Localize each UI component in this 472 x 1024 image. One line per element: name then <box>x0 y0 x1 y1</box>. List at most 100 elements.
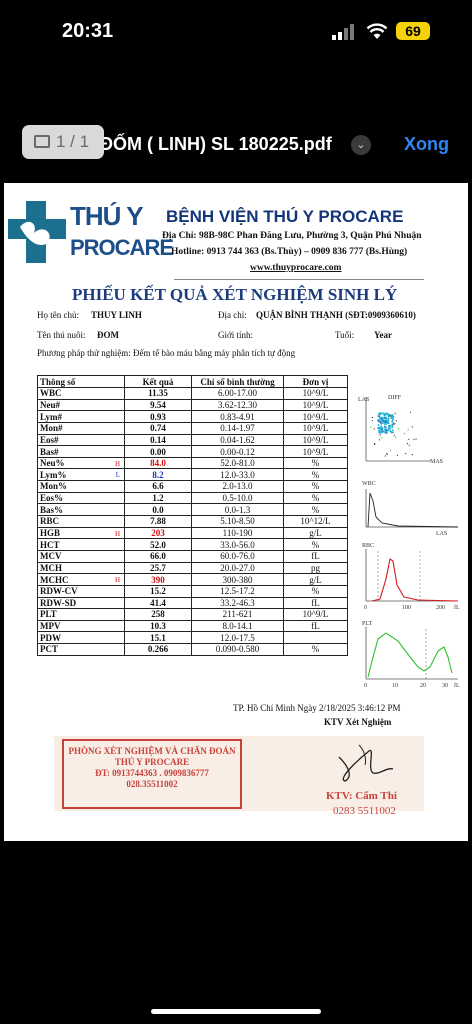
scatter-point <box>411 454 413 456</box>
page-count: 1 / 1 <box>56 132 90 151</box>
param-name: MCHC H <box>37 573 125 586</box>
scatter-point <box>369 426 372 428</box>
hospital-website: www.thuyprocare.com <box>250 263 342 273</box>
scatter-point <box>391 426 394 429</box>
result-value: 0.0 <box>124 503 192 517</box>
normal-range: 20.0-27.0 <box>191 561 284 575</box>
hospital-logo: THÚ Y PROCARE <box>8 197 174 267</box>
unit: 10^9/L <box>283 433 348 447</box>
unit: g/L <box>283 573 348 586</box>
plt-unit: fL <box>454 682 460 689</box>
result-value: 0.00 <box>124 445 192 458</box>
table-row: RDW-CV 15.2 12.5-17.2% <box>37 584 348 598</box>
scatter-point <box>371 416 373 419</box>
result-value: 0.266 <box>124 643 192 656</box>
table-row: MCH 25.7 20.0-27.0 pg <box>37 561 348 575</box>
param-name: Neu% H <box>37 456 125 470</box>
scatter-point <box>387 415 390 418</box>
normal-range: 0.0-1.3 <box>191 503 284 517</box>
scatter-point <box>381 430 384 433</box>
scatter-point <box>391 424 393 426</box>
rbc-tick-100: 100 <box>402 605 411 611</box>
scatter-point <box>391 417 394 420</box>
scatter-point <box>377 419 380 422</box>
owner-label: Họ tên chủ: <box>37 310 79 320</box>
sex-label: Giới tính: <box>218 330 254 340</box>
scatter-point <box>383 412 386 415</box>
unit: % <box>283 468 348 482</box>
scatter-point <box>387 417 390 420</box>
scatter-point <box>385 430 388 433</box>
scatter-point <box>410 411 412 413</box>
param-name: WBC <box>37 387 125 400</box>
scatter-point <box>379 421 381 423</box>
normal-range: 33.2-46.3 <box>191 596 284 610</box>
pet-value: ĐOM <box>97 330 119 340</box>
address-label: Địa chỉ: <box>218 310 247 320</box>
table-row: Lym% L 8.2 12.0-33.0% <box>37 468 348 482</box>
report-title: PHIẾU KẾT QUẢ XÉT NGHIỆM SINH LÝ <box>72 285 398 304</box>
table-row: Eos# 0.14 0.04-1.62 10^9/L <box>37 433 348 447</box>
scatter-point <box>384 425 386 427</box>
normal-range: 0.00-0.12 <box>191 445 284 458</box>
done-button[interactable]: Xong <box>404 134 449 154</box>
scatter-top-label: DIFF <box>388 395 402 401</box>
home-indicator[interactable] <box>151 1009 321 1014</box>
unit: fL <box>283 619 348 633</box>
document-title[interactable]: ĐỐM ( LINH) SL 180225.pdf <box>100 134 332 154</box>
diff-scatter-plot: LAS DIFF MAS <box>358 395 443 465</box>
clock: 20:31 <box>62 20 114 42</box>
scatter-point <box>405 452 407 455</box>
table-row: PLT 258 211-621 10^9/L <box>37 608 348 621</box>
technician-phone: 0283 5511002 <box>333 805 396 817</box>
param-name: Mon% <box>37 480 125 493</box>
param-name: Lym% L <box>37 468 125 482</box>
table-row: Eos% 1.2 0.5-10.0% <box>37 491 348 505</box>
table-row: RBC 7.88 5.10-8.50 10^12/L <box>37 515 348 528</box>
unit: % <box>283 503 348 517</box>
scatter-point <box>378 430 381 432</box>
plt-histogram: PLT 0 10 20 30 fL <box>362 621 460 689</box>
scatter-point <box>377 424 380 426</box>
scatter-point <box>379 412 382 414</box>
scatter-y-label: LAS <box>358 397 369 403</box>
result-value: 10.3 <box>124 619 192 633</box>
table-row: WBC 11.35 6.00-17.00 10^9/L <box>37 387 348 400</box>
normal-range: 0.5-10.0 <box>191 491 284 505</box>
scatter-point <box>415 438 417 440</box>
battery-icon: 69 <box>396 22 430 40</box>
table-row: MCHC H 390 300-380 g/L <box>37 573 348 586</box>
param-name: Bas# <box>37 445 125 458</box>
plt-tick-30: 30 <box>442 683 448 689</box>
chevron-down-icon[interactable]: ⌄ <box>351 135 371 155</box>
result-value: 41.4 <box>124 596 192 610</box>
param-name: Neu# <box>37 398 125 412</box>
scatter-point <box>407 429 409 431</box>
stamp-line-2: THÚ Y PROCARE <box>114 757 190 767</box>
scatter-point <box>381 437 383 439</box>
rbc-tick-200: 200 <box>436 605 445 611</box>
table-row: Neu% H 84.0 52.0-81.0% <box>37 456 348 470</box>
scatter-point <box>378 415 381 418</box>
table-row: Bas% 0.0 0.0-1.3% <box>37 503 348 517</box>
header-range: Chỉ số bình thường <box>191 375 284 388</box>
scatter-point <box>384 455 386 457</box>
scatter-point <box>389 430 392 433</box>
nav-bar: ĐỐM ( LINH) SL 180225.pdf ⌄ Xong <box>0 62 472 155</box>
result-value: 15.2 <box>124 584 192 598</box>
scatter-point <box>396 454 398 456</box>
lab-stamp: PHÒNG XÉT NGHIỆM VÀ CHẨN ĐOÁN THÚ Y PROC… <box>62 739 242 809</box>
unit: % <box>283 538 348 551</box>
param-name: HGB H <box>37 526 125 540</box>
date-line: TP. Hồ Chí Minh Ngày 2/18/2025 3:46:12 P… <box>233 703 401 713</box>
scatter-point <box>408 438 410 440</box>
param-name: RDW-SD <box>37 596 125 610</box>
method-text: Phương pháp thử nghiệm: Đếm tế bào máu b… <box>37 348 296 358</box>
scatter-point <box>411 426 413 428</box>
flag-marker: H <box>114 529 120 538</box>
page-indicator[interactable]: 1 / 1 <box>22 125 104 159</box>
table-row: Mon% 6.6 2.0-13.0% <box>37 480 348 493</box>
flag-marker: H <box>114 459 120 468</box>
result-value: 0.74 <box>124 421 192 435</box>
scatter-point <box>378 431 381 434</box>
